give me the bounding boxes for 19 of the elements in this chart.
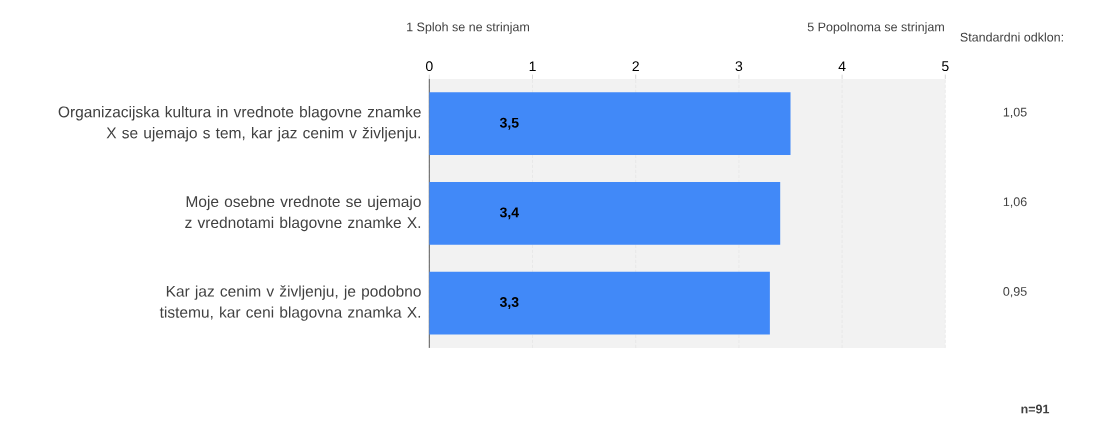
y-tick-label: Kar jaz cenim v življenju, je podobno tistemu, kar ceni blagovna znamka X.: [159, 285, 421, 321]
text: 1,06: [1003, 197, 1027, 208]
text: n=91: [1021, 404, 1050, 414]
x-tick-label: 5: [941, 61, 949, 72]
text: 1,05: [1003, 107, 1027, 118]
x-tick-label: 0: [425, 61, 433, 72]
data-label: 3,4: [499, 207, 519, 220]
y-tick-label: Moje osebne vrednote se ujemajo z vrednotami blagovne znamke X.: [185, 195, 421, 232]
text: 0,95: [1003, 287, 1027, 298]
y-tick-label: Organizacijska kultura in vrednote blagovne znamke X se ujemajo s tem, kar jaz cenim v življenju.: [58, 106, 421, 142]
data-label: 3,3: [499, 297, 519, 310]
text: 5 Popolnoma se strinjam: [807, 22, 944, 34]
x-tick-label: 3: [735, 61, 743, 72]
text: Standardni odklon:: [960, 32, 1063, 42]
x-tick-label: 4: [838, 61, 846, 72]
data-label: 3,5: [499, 117, 519, 130]
text: 1 Sploh se ne strinjam: [407, 22, 529, 34]
x-tick-label: 1: [529, 61, 536, 72]
x-tick-label: 2: [632, 61, 639, 72]
